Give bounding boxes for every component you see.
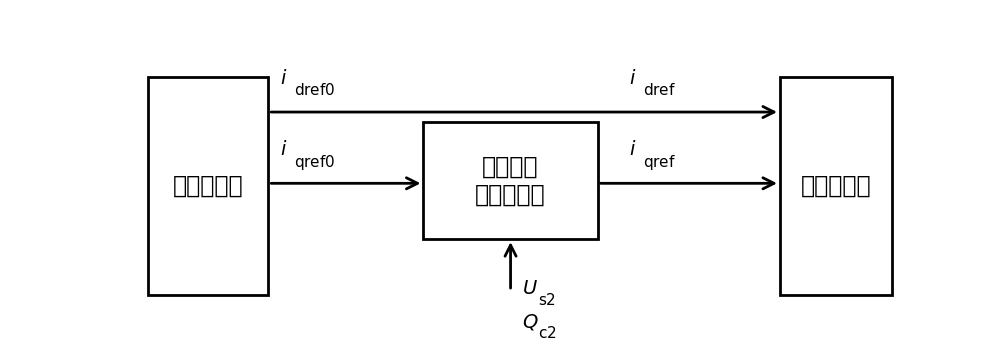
Text: $\mathrm{qref}$: $\mathrm{qref}$ [643, 152, 676, 172]
Text: $i$: $i$ [629, 69, 636, 88]
Text: $Q$: $Q$ [522, 312, 539, 332]
Text: $i$: $i$ [280, 69, 287, 88]
Text: 内环控制器: 内环控制器 [801, 174, 871, 198]
Text: 短路电流
附加控制器: 短路电流 附加控制器 [475, 155, 546, 207]
Bar [780, 77, 892, 295]
Text: $U$: $U$ [522, 279, 538, 298]
Bar [148, 77, 268, 295]
Text: $\mathrm{qref0}$: $\mathrm{qref0}$ [294, 152, 335, 172]
Text: $i$: $i$ [629, 140, 636, 159]
Text: $\mathrm{c2}$: $\mathrm{c2}$ [538, 326, 556, 342]
Text: 外环控制器: 外环控制器 [173, 174, 244, 198]
Text: $\mathrm{dref}$: $\mathrm{dref}$ [643, 82, 676, 98]
Text: $\mathrm{dref0}$: $\mathrm{dref0}$ [294, 82, 335, 98]
Text: $\mathrm{s2}$: $\mathrm{s2}$ [538, 292, 556, 308]
Bar [423, 122, 598, 239]
Text: $i$: $i$ [280, 140, 287, 159]
